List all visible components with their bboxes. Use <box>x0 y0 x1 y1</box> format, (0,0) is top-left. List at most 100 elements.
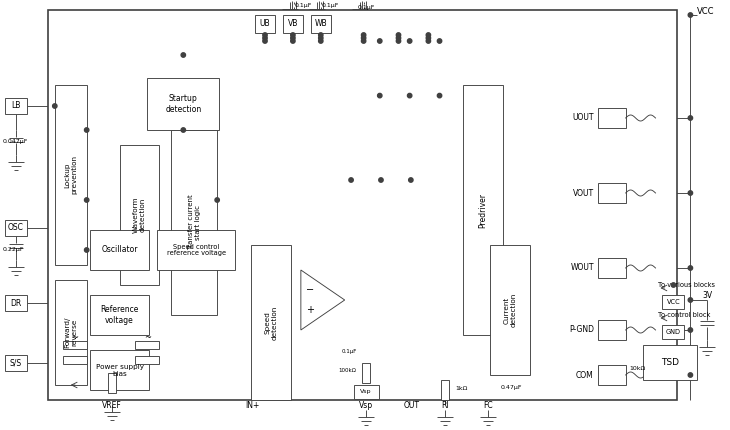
Text: Reference
voltage: Reference voltage <box>100 305 139 325</box>
Text: Lockup
prevention: Lockup prevention <box>64 156 77 194</box>
Bar <box>147 78 219 130</box>
Text: OSC: OSC <box>8 224 24 233</box>
Circle shape <box>291 33 295 37</box>
Circle shape <box>437 39 442 43</box>
Text: 0.1μF: 0.1μF <box>322 3 339 7</box>
Bar <box>63 356 87 364</box>
Text: DR: DR <box>10 298 22 307</box>
Bar <box>90 350 150 390</box>
Bar <box>442 380 449 400</box>
Text: VCC: VCC <box>697 7 715 16</box>
Bar <box>361 363 369 383</box>
Bar <box>107 373 115 393</box>
Text: FC: FC <box>483 400 493 409</box>
Bar <box>311 15 331 33</box>
Bar <box>48 10 677 400</box>
Bar <box>55 280 87 385</box>
Text: Forward/
reverse: Forward/ reverse <box>64 317 77 348</box>
Circle shape <box>263 33 267 37</box>
Circle shape <box>688 266 693 270</box>
Circle shape <box>426 33 431 37</box>
Bar <box>598 108 626 128</box>
Text: 0.047μF: 0.047μF <box>3 139 28 144</box>
Text: WB: WB <box>315 19 327 28</box>
Bar <box>490 245 530 375</box>
Circle shape <box>396 36 401 40</box>
Circle shape <box>215 198 220 202</box>
Text: 1kΩ: 1kΩ <box>456 386 468 390</box>
Bar <box>5 355 27 371</box>
Text: Transfer current
start logic: Transfer current start logic <box>188 195 201 250</box>
Text: Speed control
reference voltage: Speed control reference voltage <box>166 243 226 257</box>
Circle shape <box>672 283 676 287</box>
Circle shape <box>291 39 295 43</box>
Circle shape <box>181 128 185 132</box>
Text: UB: UB <box>260 19 270 28</box>
Text: +: + <box>307 305 315 315</box>
Text: Power supply
bias: Power supply bias <box>96 363 144 377</box>
Bar <box>251 245 291 400</box>
Text: ~: ~ <box>72 334 78 343</box>
Bar <box>598 183 626 203</box>
Text: To various blocks: To various blocks <box>658 282 715 288</box>
Text: S/S: S/S <box>10 359 22 368</box>
Text: Waveform
detection: Waveform detection <box>133 197 146 233</box>
Circle shape <box>396 39 401 43</box>
Text: UOUT: UOUT <box>572 114 593 123</box>
Text: IN+: IN+ <box>245 400 259 409</box>
Circle shape <box>291 36 295 40</box>
Circle shape <box>407 93 412 98</box>
Bar <box>663 325 685 339</box>
Bar <box>120 145 159 285</box>
Circle shape <box>361 36 366 40</box>
Bar <box>598 365 626 385</box>
Circle shape <box>263 39 267 43</box>
Bar <box>353 385 379 399</box>
Text: Current
detection: Current detection <box>504 293 517 327</box>
Bar <box>5 220 27 236</box>
Text: GND: GND <box>666 329 681 335</box>
Circle shape <box>361 33 366 37</box>
Text: 3V: 3V <box>702 291 712 300</box>
Circle shape <box>349 178 353 182</box>
Circle shape <box>688 116 693 120</box>
Circle shape <box>318 36 323 40</box>
Bar <box>598 320 626 340</box>
Text: 0.47μF: 0.47μF <box>501 386 523 390</box>
Circle shape <box>688 191 693 195</box>
Text: Predriver: Predriver <box>479 193 488 227</box>
Circle shape <box>377 39 382 43</box>
Bar <box>642 345 697 380</box>
Text: VOUT: VOUT <box>572 188 593 197</box>
Circle shape <box>361 39 366 43</box>
Text: To control block: To control block <box>658 312 710 318</box>
Text: COM: COM <box>576 371 593 380</box>
Text: 10kΩ: 10kΩ <box>629 366 646 371</box>
Circle shape <box>688 328 693 332</box>
Text: 0.1μF: 0.1μF <box>358 6 375 10</box>
Bar <box>136 341 159 349</box>
Text: Oscillator: Oscillator <box>101 246 138 255</box>
Bar <box>5 295 27 311</box>
Circle shape <box>379 178 383 182</box>
Text: RI: RI <box>442 400 449 409</box>
Circle shape <box>688 373 693 377</box>
Text: Speed
detection: Speed detection <box>264 305 277 340</box>
Text: VCC: VCC <box>666 299 680 305</box>
Circle shape <box>85 198 89 202</box>
Circle shape <box>688 13 693 17</box>
Text: −: − <box>307 285 315 295</box>
Bar <box>598 258 626 278</box>
Circle shape <box>426 36 431 40</box>
Bar <box>63 341 87 349</box>
Text: VREF: VREF <box>101 400 121 409</box>
Text: Vsp: Vsp <box>358 400 373 409</box>
Bar <box>136 356 159 364</box>
Circle shape <box>318 39 323 43</box>
Text: VB: VB <box>288 19 298 28</box>
Text: P-GND: P-GND <box>569 326 593 335</box>
Text: 0.1μF: 0.1μF <box>342 350 357 354</box>
Circle shape <box>53 104 57 108</box>
Text: 0.1μF: 0.1μF <box>294 3 312 7</box>
Text: LB: LB <box>11 101 20 111</box>
